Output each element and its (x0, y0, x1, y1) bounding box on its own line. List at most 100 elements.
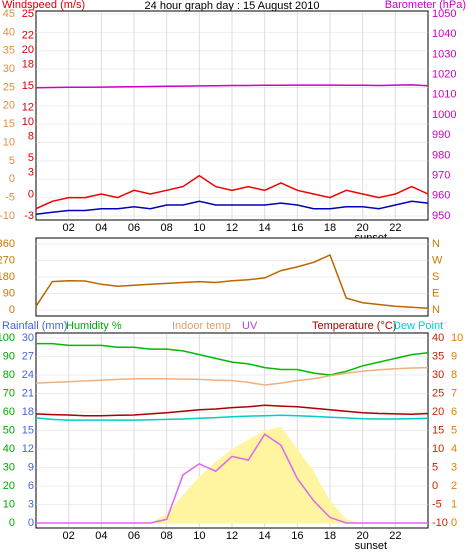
y-tick-label: 90 (3, 287, 15, 299)
y-tick-label: 20 (432, 406, 444, 418)
x-tick-label: 18 (324, 222, 336, 234)
x-tick-label: 14 (259, 530, 271, 542)
y-tick-label: 10 (451, 332, 463, 344)
line (35, 200, 429, 215)
y-tick-label: 3 (28, 167, 34, 179)
x-tick-label: 12 (226, 222, 238, 234)
y-tick-label: 960 (432, 190, 450, 202)
x-tick-label: 14 (259, 222, 271, 234)
x-tick-label: 22 (389, 530, 401, 542)
y-tick-label: 1030 (432, 48, 456, 60)
x-tick-label: 06 (128, 222, 140, 234)
y-tick-label: 20 (3, 480, 15, 492)
y-tick-label: 1 (451, 498, 457, 510)
y-tick-label: 22 (22, 30, 34, 42)
y-tick-label: 70 (3, 387, 15, 399)
x-tick-label: 18 (324, 530, 336, 542)
y-tick-label: 0 (432, 480, 438, 492)
annotation: sunset (355, 540, 387, 552)
y-tick-label: 10 (3, 136, 15, 148)
y-tick-label: 0 (9, 517, 15, 529)
y-tick-label: 3 (28, 498, 34, 510)
line (35, 84, 429, 89)
y-tick-label: 270 (0, 254, 15, 266)
y-tick-label: 10 (22, 116, 34, 128)
x-tick-label: 16 (291, 530, 303, 542)
y-tick-label: 5 (432, 461, 438, 473)
y-tick-label: 0 (28, 517, 34, 529)
y-tick-label: N (432, 304, 440, 316)
y-tick-label: 980 (432, 149, 450, 161)
x-tick-label: 02 (63, 222, 75, 234)
axis-label: Indoor temp (172, 320, 231, 332)
y-tick-label: 8 (451, 369, 457, 381)
y-tick-label: 1050 (432, 8, 456, 20)
y-tick-label: 3 (451, 461, 457, 473)
y-tick-label: S (432, 271, 439, 283)
line (35, 366, 429, 386)
x-tick-label: 16 (291, 222, 303, 234)
y-tick-label: 25 (22, 8, 34, 20)
x-tick-label: 08 (161, 222, 173, 234)
x-tick-label: 04 (95, 222, 107, 234)
y-tick-label: 35 (3, 45, 15, 57)
y-tick-label: 1000 (432, 109, 456, 121)
x-tick-label: 20 (357, 222, 369, 234)
y-tick-label: 40 (3, 443, 15, 455)
y-tick-label: 1010 (432, 89, 456, 101)
axis-label: Rainfall (mm) (2, 320, 67, 332)
y-tick-label: 18 (22, 406, 34, 418)
y-tick-label: 15 (3, 118, 15, 130)
y-tick-label: 9 (451, 350, 457, 362)
x-tick-label: 10 (193, 222, 205, 234)
y-tick-label: N (432, 238, 440, 250)
y-tick-label: 27 (22, 350, 34, 362)
x-tick-label: 04 (95, 530, 107, 542)
y-tick-label: 20 (3, 100, 15, 112)
y-tick-label: W (432, 254, 443, 266)
y-tick-label: 35 (432, 350, 444, 362)
y-tick-label: 25 (3, 81, 15, 93)
line (35, 174, 429, 210)
x-tick-label: 02 (63, 530, 75, 542)
axis-label: Temperature (°C) (312, 320, 396, 332)
chart-title: 24 hour graph day : 15 August 2010 (145, 0, 320, 12)
y-tick-label: -10 (432, 517, 448, 529)
y-tick-label: 1020 (432, 69, 456, 81)
line (35, 404, 429, 417)
x-tick-label: 12 (226, 530, 238, 542)
y-tick-label: 5 (9, 155, 15, 167)
y-tick-label: -3 (24, 210, 34, 222)
y-tick-label: 950 (432, 210, 450, 222)
y-tick-label: 10 (3, 498, 15, 510)
y-tick-label: 30 (3, 461, 15, 473)
line (35, 414, 429, 421)
y-tick-label: 0 (9, 304, 15, 316)
y-tick-label: 15 (22, 424, 34, 436)
y-tick-label: 0 (451, 517, 457, 529)
y-tick-label: 8 (28, 131, 34, 143)
x-tick-label: 20 (357, 530, 369, 542)
y-tick-label: -10 (0, 210, 15, 222)
y-tick-label: 90 (3, 350, 15, 362)
line (36, 433, 428, 524)
y-tick-label: 7 (451, 387, 457, 399)
y-tick-label: 6 (28, 480, 34, 492)
y-tick-label: 5 (451, 424, 457, 436)
y-tick-label: 80 (3, 369, 15, 381)
area (36, 426, 428, 523)
x-tick-label: 06 (128, 530, 140, 542)
y-tick-label: 10 (432, 443, 444, 455)
y-tick-label: 15 (22, 80, 34, 92)
y-tick-label: 18 (22, 58, 34, 70)
x-tick-label: 22 (389, 222, 401, 234)
y-tick-label: 4 (451, 443, 457, 455)
y-tick-label: 990 (432, 129, 450, 141)
y-tick-label: 21 (22, 387, 34, 399)
axis-label: Humidity % (66, 320, 122, 332)
y-tick-label: 25 (432, 387, 444, 399)
line (36, 342, 429, 376)
y-tick-label: 6 (451, 406, 457, 418)
y-tick-label: 30 (3, 63, 15, 75)
